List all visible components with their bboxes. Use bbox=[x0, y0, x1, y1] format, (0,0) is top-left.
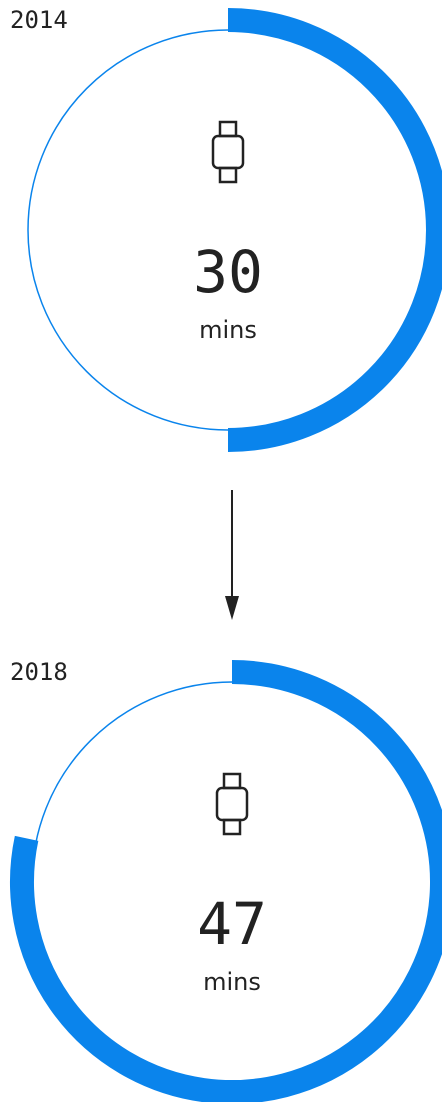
year-label: 2014 bbox=[10, 6, 68, 34]
unit-label: mins bbox=[199, 316, 257, 344]
year-label: 2018 bbox=[10, 658, 68, 686]
watch-face bbox=[211, 134, 245, 170]
watch-icon bbox=[211, 120, 245, 184]
watch-band-bottom bbox=[222, 818, 242, 836]
watch-band-bottom bbox=[218, 166, 238, 184]
watch-band-top bbox=[222, 772, 242, 790]
ring-progress bbox=[227, 8, 442, 452]
value-label: 47 bbox=[197, 890, 267, 958]
watch-icon bbox=[215, 772, 249, 836]
value-label: 30 bbox=[193, 238, 263, 306]
unit-label: mins bbox=[203, 968, 261, 996]
arrow bbox=[225, 490, 239, 620]
watch-band-top bbox=[218, 120, 238, 138]
ring-track bbox=[27, 29, 429, 431]
watch-face bbox=[215, 786, 249, 822]
ring-track bbox=[31, 681, 433, 1083]
ring-progress bbox=[10, 660, 442, 1102]
